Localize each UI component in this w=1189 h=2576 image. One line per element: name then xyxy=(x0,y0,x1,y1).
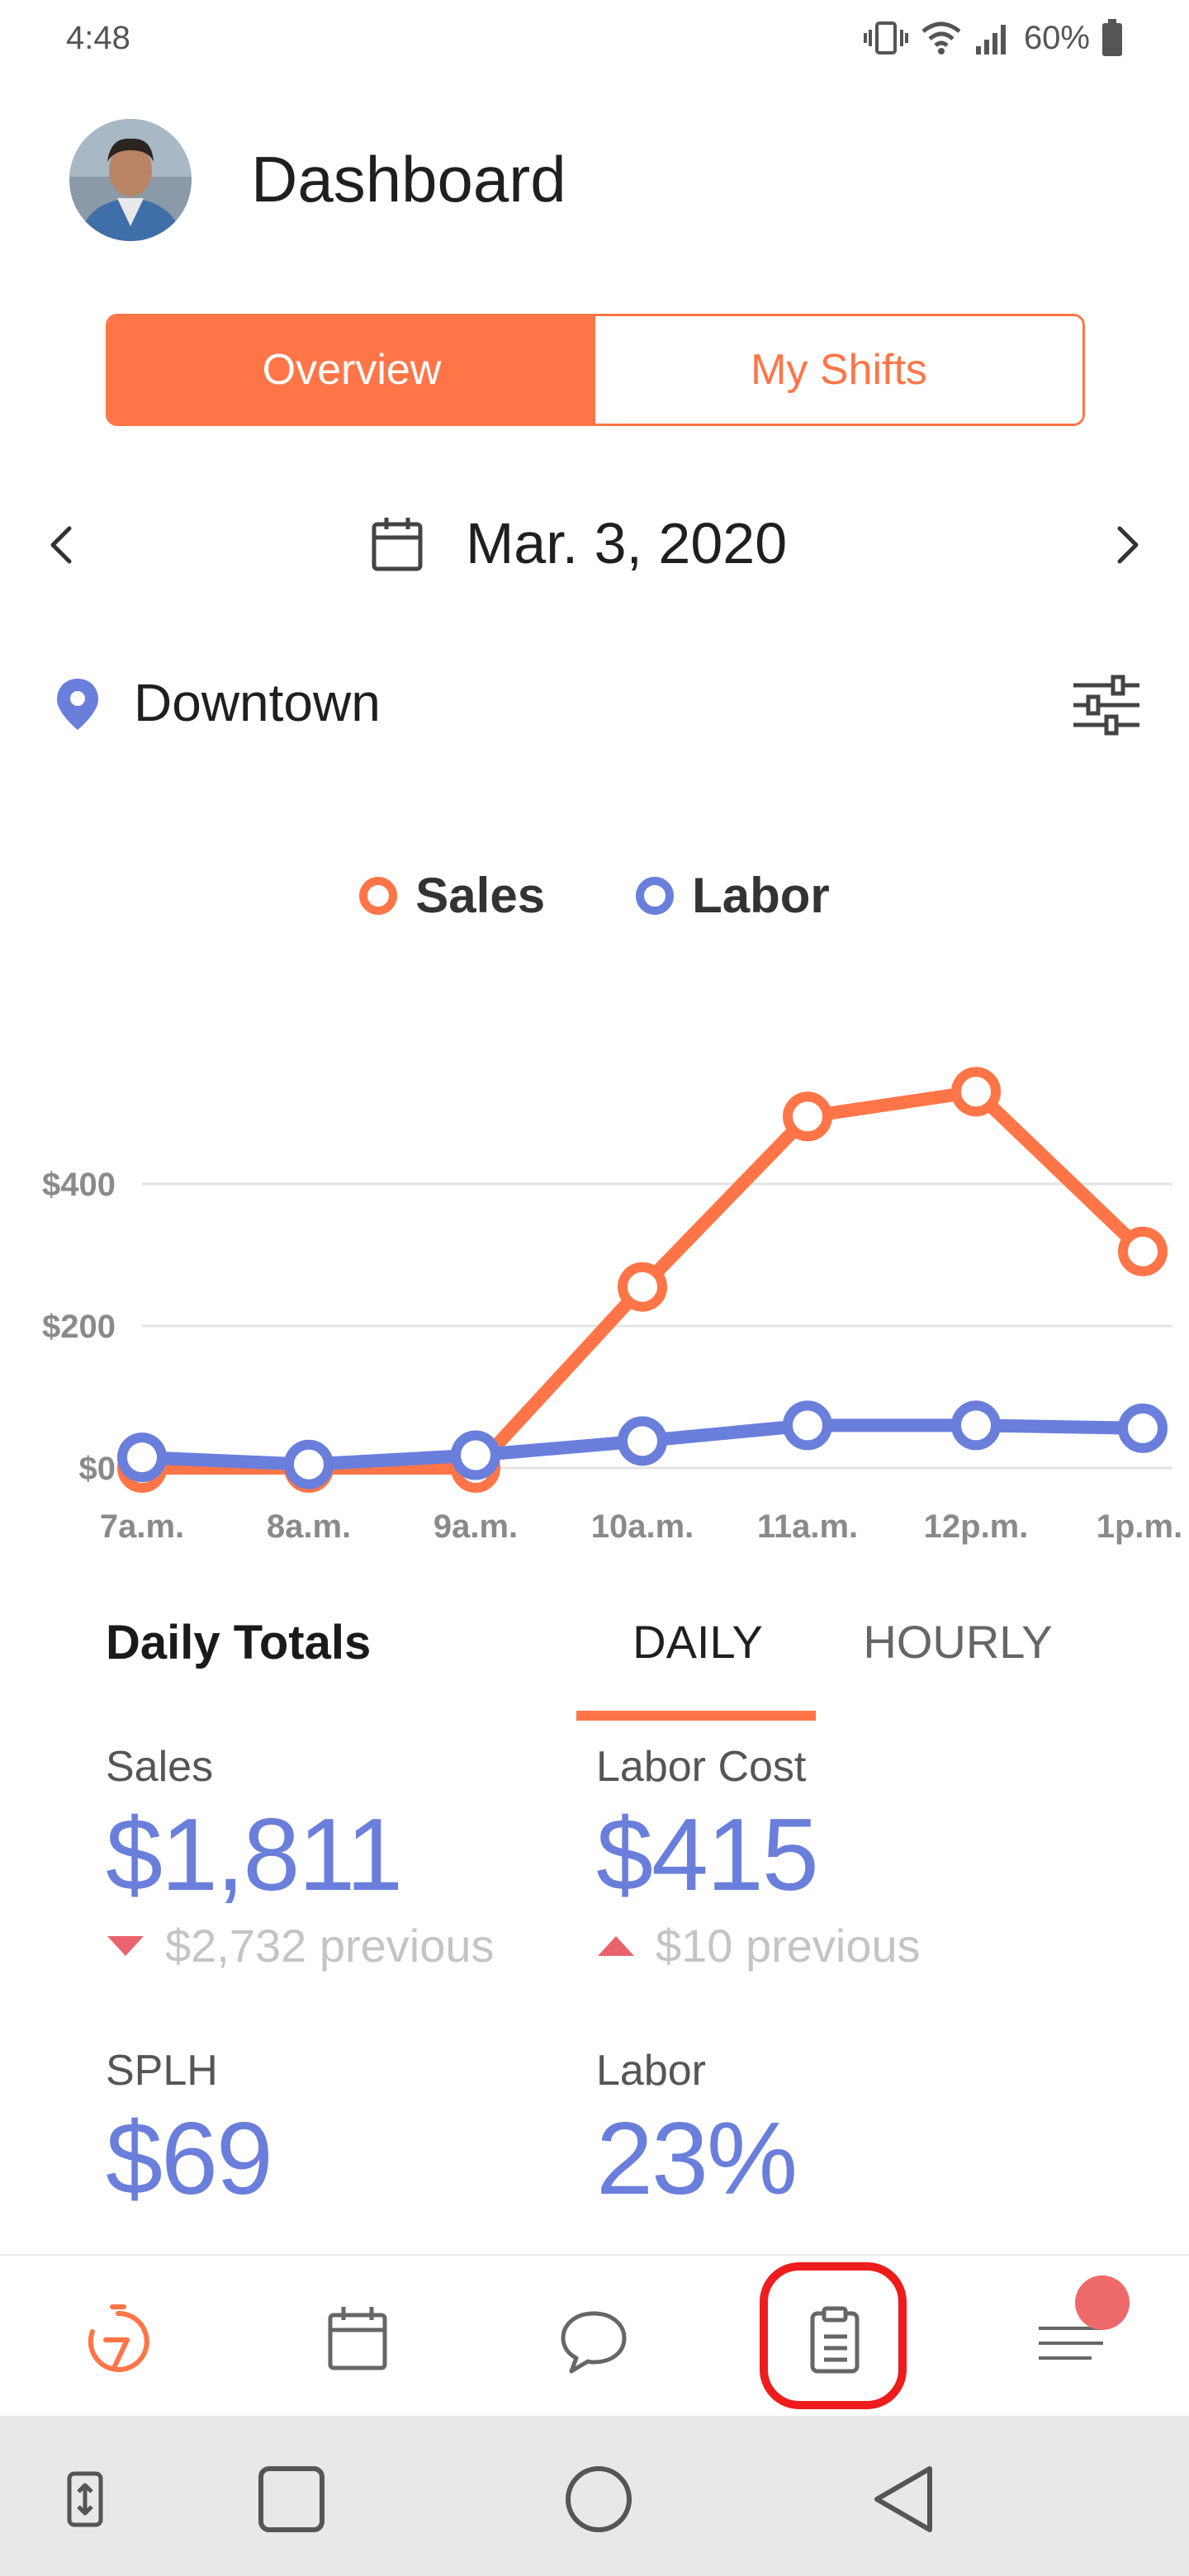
vibrate-icon xyxy=(863,21,908,54)
totals-title: Daily Totals xyxy=(106,1616,372,1669)
battery-percent: 60% xyxy=(1023,19,1090,56)
location-row: Downtown xyxy=(0,661,1189,743)
location-name[interactable]: Downtown xyxy=(134,673,381,732)
x-tick-label: 1p.m. xyxy=(1097,1508,1182,1545)
date-navigator: Mar. 3, 2020 xyxy=(0,487,1189,603)
metric-splh-value: $69 xyxy=(106,2102,273,2216)
metric-labor: Labor 23% xyxy=(596,2046,798,2218)
data-point-labor xyxy=(618,1416,667,1466)
data-point-sales xyxy=(951,1067,1001,1117)
legend-labor[interactable]: Labor xyxy=(636,867,830,924)
metric-labor-cost: Labor Cost $415 $10 previous xyxy=(596,1742,921,1972)
metric-labor-value: 23% xyxy=(596,2102,798,2216)
header: Dashboard xyxy=(0,116,1189,248)
metric-sales-label: Sales xyxy=(106,1743,214,1791)
metric-labor-label: Labor xyxy=(596,2047,706,2095)
legend-sales-marker xyxy=(359,876,398,915)
metric-labor-cost-previous: $10 previous xyxy=(596,1919,921,1972)
metric-labor-cost-value: $415 xyxy=(596,1798,819,1912)
trend-up-icon xyxy=(598,1935,634,1956)
home-icon[interactable] xyxy=(561,2462,636,2536)
avatar[interactable] xyxy=(69,119,192,241)
metric-sales-value: $1,811 xyxy=(106,1798,403,1912)
y-tick-label: $0 xyxy=(79,1451,116,1487)
chevron-left-icon[interactable] xyxy=(36,520,86,570)
status-icons: 60% xyxy=(863,18,1123,58)
metric-sales: Sales $1,811 $2,732 previous xyxy=(106,1742,495,1972)
tab-hourly[interactable]: HOURLY xyxy=(863,1616,1053,1668)
data-point-labor xyxy=(451,1430,500,1480)
data-point-labor xyxy=(117,1432,167,1483)
x-tick-label: 12p.m. xyxy=(924,1508,1029,1545)
notification-badge xyxy=(1075,2275,1130,2330)
metric-sales-previous: $2,732 previous xyxy=(106,1919,495,1972)
selected-date: Mar. 3, 2020 xyxy=(466,511,788,575)
wifi-icon xyxy=(921,21,961,54)
tab-daily[interactable]: DAILY xyxy=(632,1616,763,1668)
x-tick-label: 11a.m. xyxy=(757,1508,858,1545)
timer-icon[interactable] xyxy=(81,2302,155,2376)
data-point-sales xyxy=(1118,1226,1168,1276)
metric-labor-cost-previous-text: $10 previous xyxy=(656,1920,921,1972)
chart-plot: $0 $200 $400 7a.m. 8a.m. 9a.m. 10a.m. 11a.m. 12p… xyxy=(42,1067,1182,1545)
totals-header: Daily Totals DAILY HOURLY xyxy=(0,1602,1189,1726)
status-time: 4:48 xyxy=(66,20,130,56)
location-pin-icon xyxy=(57,679,98,730)
metric-sales-previous-text: $2,732 previous xyxy=(165,1920,495,1972)
chat-icon[interactable] xyxy=(557,2302,631,2376)
view-toggle: Overview My Shifts xyxy=(106,314,1085,426)
tab-my-shifts[interactable]: My Shifts xyxy=(595,316,1082,424)
switch-app-icon[interactable] xyxy=(48,2462,122,2536)
legend-labor-label: Labor xyxy=(692,868,830,923)
x-tick-label: 9a.m. xyxy=(433,1508,518,1545)
calendar-icon xyxy=(372,518,423,571)
highlight-ring xyxy=(760,2262,907,2409)
sliders-icon[interactable] xyxy=(1070,672,1143,738)
tab-indicator xyxy=(576,1711,816,1721)
avatar-image xyxy=(69,119,192,241)
trend-down-icon xyxy=(107,1935,144,1956)
x-tick-label: 10a.m. xyxy=(591,1508,694,1545)
bottom-nav xyxy=(0,2254,1189,2416)
y-tick-label: $400 xyxy=(42,1167,116,1203)
data-point-sales xyxy=(618,1262,667,1312)
system-nav-bar xyxy=(0,2416,1189,2576)
date-picker[interactable]: Mar. 3, 2020 xyxy=(370,510,787,576)
sales-labor-chart: Sales Labor $0 $200 $400 7a.m. 8a.m. 9a.m. 10a… xyxy=(0,842,1189,1569)
legend-sales[interactable]: Sales xyxy=(359,867,545,924)
y-tick-label: $200 xyxy=(42,1309,116,1345)
data-point-labor xyxy=(951,1400,1001,1451)
metric-splh-label: SPLH xyxy=(106,2047,218,2095)
chart-legend: Sales Labor xyxy=(0,867,1189,924)
data-point-labor xyxy=(284,1439,334,1489)
battery-icon xyxy=(1102,19,1122,56)
data-point-sales xyxy=(783,1091,832,1142)
data-point-labor xyxy=(1118,1403,1168,1453)
signal-icon xyxy=(975,25,1006,54)
metric-splh: SPLH $69 xyxy=(106,2046,273,2218)
data-point-labor xyxy=(783,1400,832,1451)
legend-labor-marker xyxy=(636,876,675,915)
back-icon[interactable] xyxy=(867,2462,941,2536)
x-tick-label: 7a.m. xyxy=(100,1508,184,1545)
recents-icon[interactable] xyxy=(254,2462,329,2536)
tab-overview[interactable]: Overview xyxy=(108,316,595,424)
page-title: Dashboard xyxy=(251,143,566,215)
chevron-right-icon[interactable] xyxy=(1103,520,1153,570)
x-tick-label: 8a.m. xyxy=(267,1508,351,1545)
calendar-icon[interactable] xyxy=(320,2302,395,2376)
metric-labor-cost-label: Labor Cost xyxy=(596,1743,807,1791)
clipboard-icon[interactable] xyxy=(798,2302,872,2376)
status-bar: 4:48 60% xyxy=(0,0,1189,91)
legend-sales-label: Sales xyxy=(415,868,546,923)
